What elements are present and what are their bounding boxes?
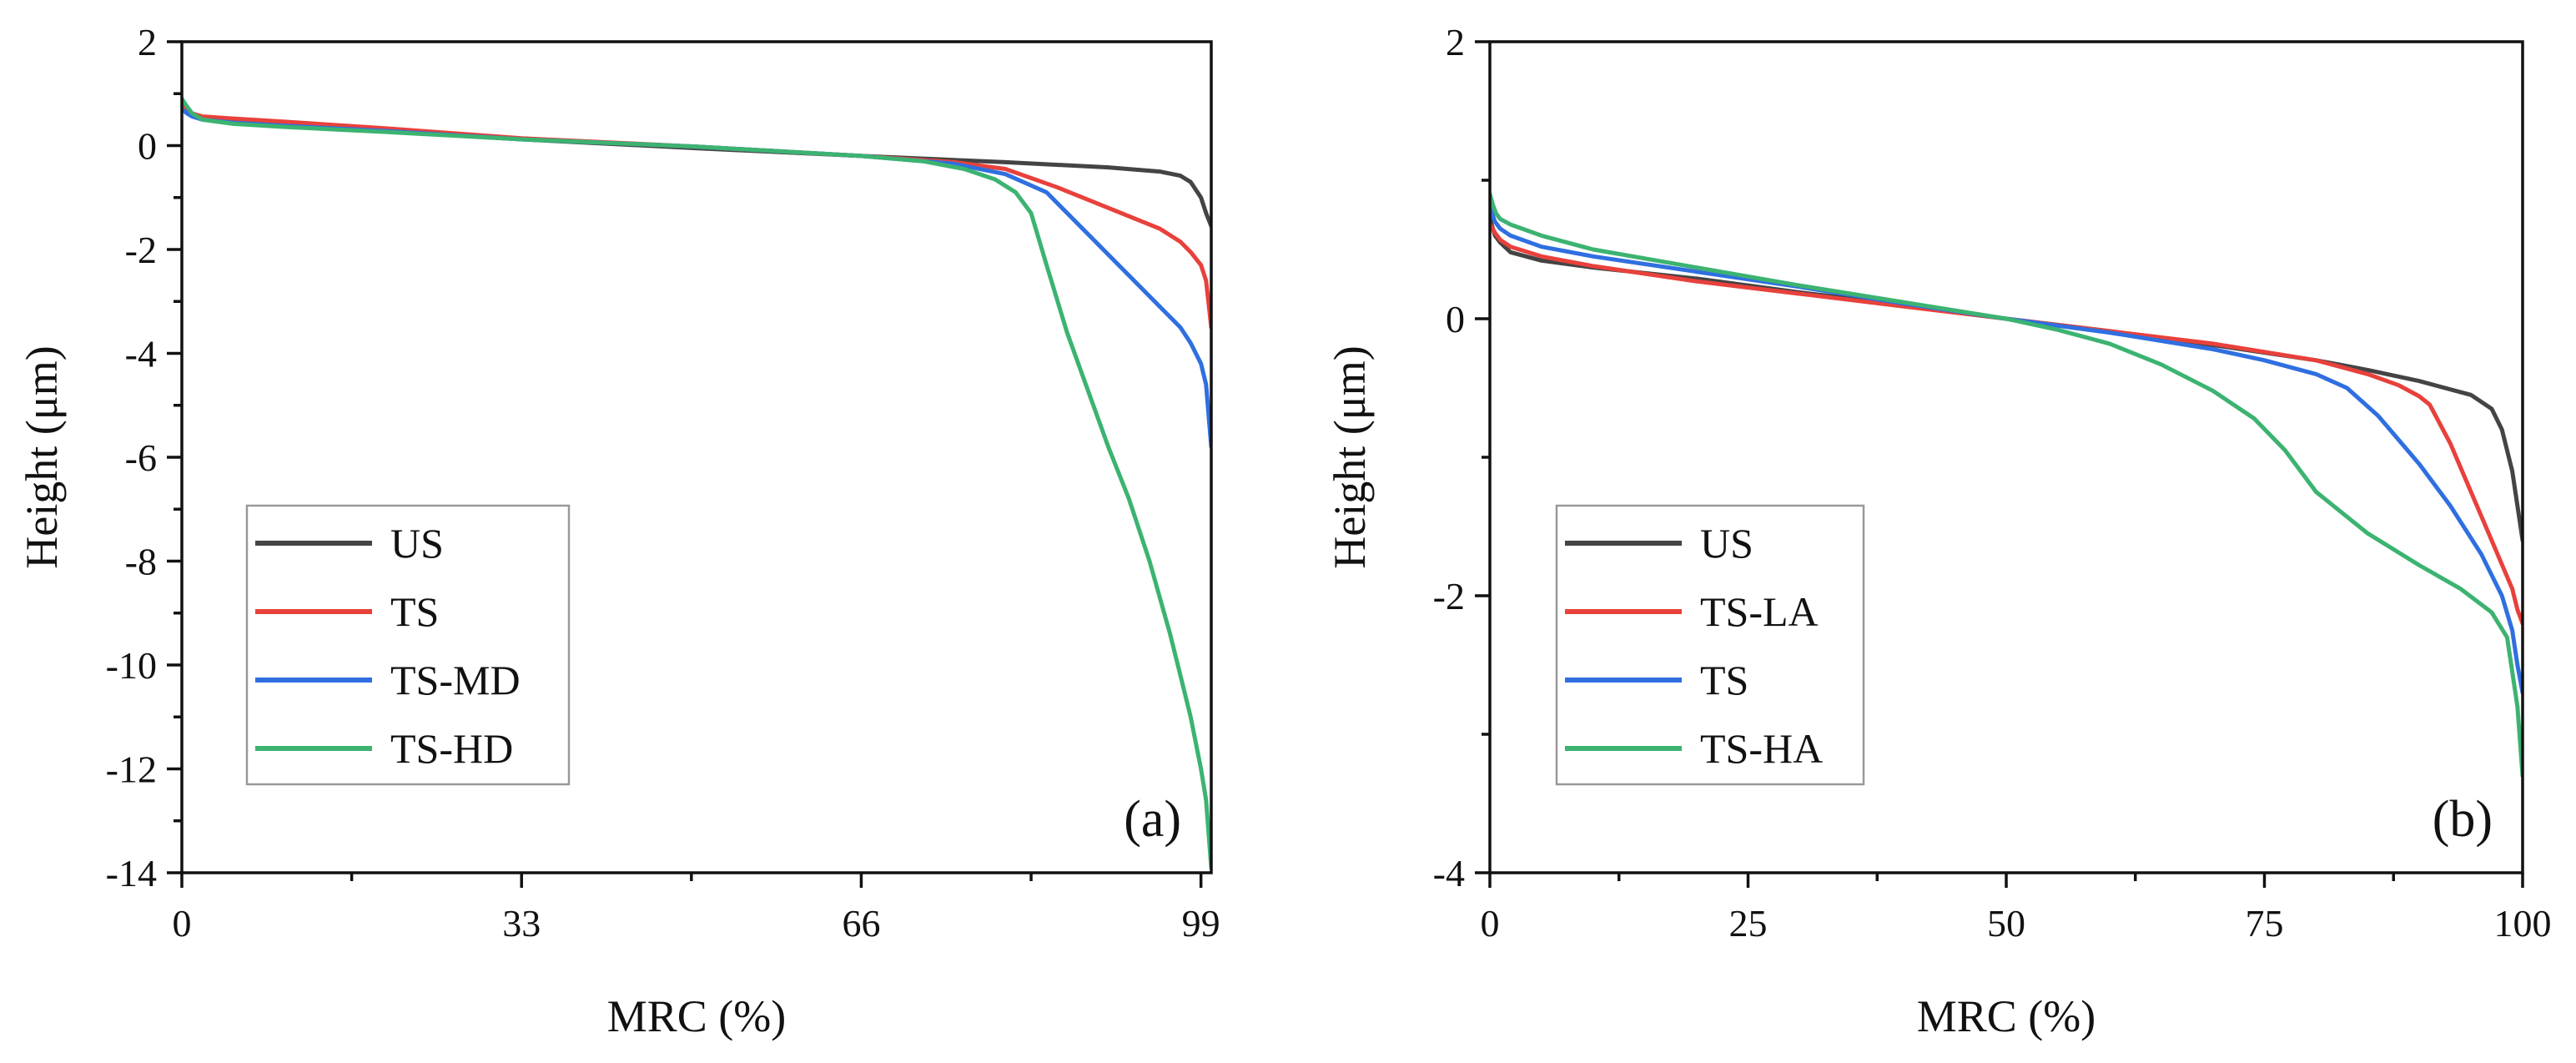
x-tick-label: 33 [502,902,541,945]
series-line-ts-la [1490,222,2523,626]
x-tick-label: 50 [1987,902,2025,945]
y-tick-label: -2 [125,229,157,271]
x-tick-label: 25 [1729,902,1768,945]
x-tick-label: 0 [1481,902,1500,945]
legend-box [1555,504,1865,786]
legend-label-ts-hd: TS-HD [390,725,513,772]
y-tick-label: -14 [106,852,157,894]
y-tick-label: 0 [138,125,157,168]
x-tick-label: 66 [842,902,880,945]
series-group [182,97,1211,870]
series-line-us [182,99,1211,229]
y-tick-label: -6 [125,436,157,479]
legend-label-ts: TS [1700,657,1748,703]
x-axis-title: MRC (%) [1917,991,2096,1041]
series-group [1490,192,2523,778]
x-tick-label: 0 [173,902,192,945]
y-tick-label: 2 [138,21,157,63]
panel-label: (a) [1124,791,1181,848]
panel-a: 0 33 66 99 2 0 -2 -4 -6 -8 -10 -12 -14 MRC (%) Height … [17,21,1220,1041]
legend-label-ts-la: TS-LA [1700,588,1819,635]
y-tick-label: -12 [106,748,157,791]
x-tick-label: 99 [1182,902,1220,945]
y-tick-label: -2 [1433,575,1465,617]
panel-b: 0 25 50 75 100 2 0 -2 -4 MRC (%) Height (μm) (b) US T… [1325,21,2552,1041]
legend-label-ts-md: TS-MD [390,657,521,703]
series-line-us [1490,217,2523,543]
x-tick-label: 100 [2494,902,2552,945]
y-tick-label: -8 [125,541,157,583]
series-line-ts-ha [1490,192,2523,778]
series-line-ts-md [182,107,1211,450]
y-tick-label: -10 [106,644,157,687]
series-line-ts-hd [182,97,1211,870]
y-tick-label: -4 [125,333,157,375]
y-axis-title: Height (μm) [1325,345,1375,568]
x-axis-title: MRC (%) [607,991,787,1041]
legend-label-ts-ha: TS-HA [1700,725,1823,772]
legend: US TS-LA TS TS-HA [1555,504,1865,786]
legend-box [245,504,571,786]
legend-label-ts: TS [390,588,439,635]
y-tick-label: 0 [1446,298,1465,340]
panel-label: (b) [2433,791,2493,848]
x-tick-label: 75 [2246,902,2284,945]
legend-label-us: US [390,520,444,567]
legend-label-us: US [1700,520,1753,567]
y-axis-title: Height (μm) [17,345,67,568]
y-tick-label: -4 [1433,852,1465,894]
y-tick-label: 2 [1446,21,1465,63]
series-line-ts [1490,205,2523,695]
legend: US TS TS-MD TS-HD [245,504,571,786]
